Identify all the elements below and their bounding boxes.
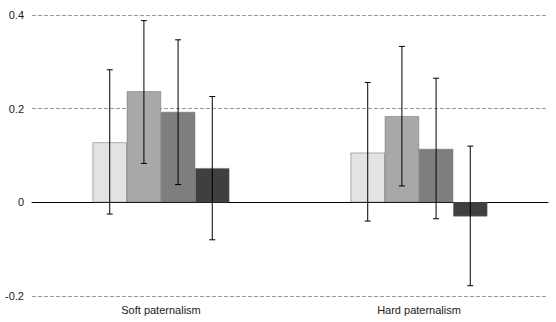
svg-text:0.4: 0.4 — [9, 9, 24, 21]
svg-text:-0.2: -0.2 — [5, 290, 24, 302]
svg-text:0: 0 — [18, 196, 24, 208]
svg-text:Soft paternalism: Soft paternalism — [121, 304, 200, 316]
svg-text:Hard paternalism: Hard paternalism — [377, 304, 461, 316]
svg-text:0.2: 0.2 — [9, 103, 24, 115]
